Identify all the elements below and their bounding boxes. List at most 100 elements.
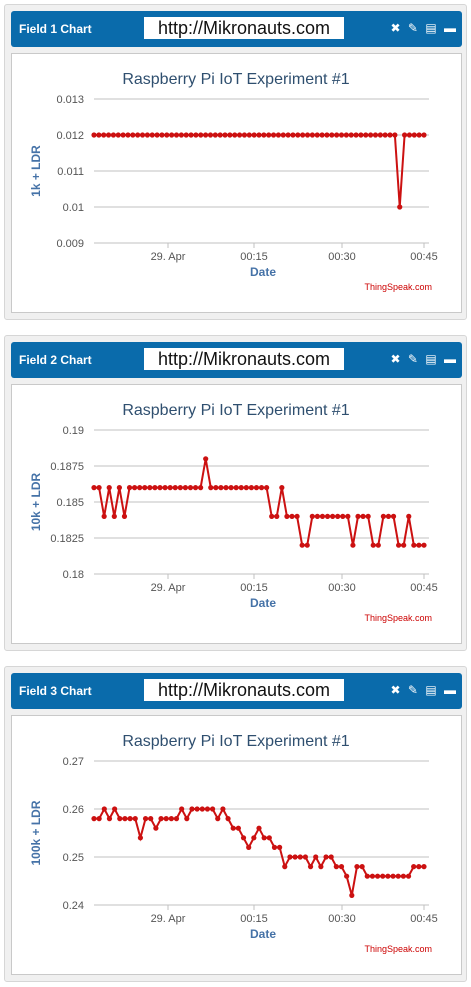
data-point bbox=[132, 816, 138, 822]
data-point bbox=[284, 513, 290, 519]
x-tick-label: 00:45 bbox=[410, 913, 438, 925]
data-point bbox=[274, 513, 280, 519]
data-point bbox=[358, 132, 364, 138]
minimize-icon[interactable]: ▬ bbox=[444, 21, 456, 35]
data-point bbox=[164, 132, 170, 138]
data-point bbox=[227, 132, 233, 138]
data-point bbox=[189, 806, 195, 812]
data-point bbox=[106, 485, 112, 491]
edit-icon[interactable]: ✎ bbox=[407, 21, 418, 35]
close-icon[interactable]: ✖ bbox=[390, 352, 401, 366]
close-icon[interactable]: ✖ bbox=[390, 21, 401, 35]
comment-icon[interactable]: ▤ bbox=[425, 683, 437, 697]
data-point bbox=[192, 485, 199, 491]
data-point bbox=[199, 806, 205, 812]
data-point bbox=[215, 816, 221, 822]
x-tick-label: 00:45 bbox=[410, 251, 438, 263]
data-point bbox=[163, 816, 169, 822]
data-point bbox=[179, 806, 185, 812]
data-point bbox=[223, 485, 229, 491]
chart-widget: Field 2 Chart http://Mikronauts.com ✖ ✎ … bbox=[4, 335, 467, 651]
data-point bbox=[400, 873, 406, 879]
y-tick-label: 0.24 bbox=[63, 900, 84, 912]
data-point bbox=[406, 132, 413, 138]
data-point bbox=[405, 873, 412, 879]
data-point bbox=[137, 485, 143, 491]
data-point bbox=[290, 132, 296, 138]
data-point bbox=[334, 132, 340, 138]
data-point bbox=[287, 854, 293, 860]
minimize-icon[interactable]: ▬ bbox=[444, 683, 456, 697]
data-point bbox=[125, 132, 131, 138]
y-axis-label: 100k + LDR bbox=[29, 800, 43, 865]
data-point bbox=[343, 132, 349, 138]
data-point bbox=[368, 132, 374, 138]
x-tick-label: 00:30 bbox=[328, 582, 356, 594]
data-point bbox=[233, 485, 239, 491]
y-tick-label: 0.19 bbox=[63, 425, 84, 437]
close-icon[interactable]: ✖ bbox=[390, 683, 401, 697]
minimize-icon[interactable]: ▬ bbox=[444, 352, 456, 366]
data-point bbox=[144, 132, 150, 138]
y-axis-label: 10k + LDR bbox=[29, 472, 43, 531]
data-point bbox=[198, 485, 204, 491]
data-point bbox=[323, 854, 329, 860]
y-tick-label: 0.012 bbox=[56, 130, 84, 142]
data-point bbox=[324, 513, 331, 519]
y-tick-label: 0.26 bbox=[63, 804, 84, 816]
data-point bbox=[193, 132, 199, 138]
data-point bbox=[363, 132, 369, 138]
data-point bbox=[370, 542, 376, 548]
data-point bbox=[411, 132, 417, 138]
data-point bbox=[395, 873, 401, 879]
y-tick-label: 0.27 bbox=[63, 756, 84, 768]
data-point bbox=[91, 816, 97, 822]
data-point bbox=[401, 132, 408, 138]
data-point bbox=[91, 132, 97, 138]
data-point bbox=[275, 132, 282, 138]
data-point bbox=[302, 854, 309, 860]
data-point bbox=[178, 132, 184, 138]
data-point bbox=[120, 132, 126, 138]
data-point bbox=[369, 873, 376, 879]
data-point bbox=[269, 513, 275, 519]
y-tick-label: 0.011 bbox=[57, 166, 84, 178]
data-point bbox=[158, 816, 164, 822]
edit-icon[interactable]: ✎ bbox=[407, 683, 418, 697]
data-point bbox=[153, 825, 159, 831]
data-point bbox=[261, 132, 267, 138]
comment-icon[interactable]: ▤ bbox=[425, 21, 437, 35]
y-axis-label: 1k + LDR bbox=[29, 145, 43, 197]
data-point bbox=[294, 513, 300, 519]
data-point bbox=[372, 132, 379, 138]
data-point bbox=[220, 806, 226, 812]
data-point bbox=[416, 132, 422, 138]
data-point bbox=[348, 132, 354, 138]
data-point bbox=[96, 816, 102, 822]
data-point bbox=[295, 132, 301, 138]
x-tick-label: 00:15 bbox=[240, 582, 268, 594]
data-point bbox=[309, 513, 315, 519]
data-point bbox=[390, 873, 396, 879]
data-point bbox=[261, 835, 267, 841]
widget-title: Field 3 Chart bbox=[19, 684, 92, 698]
data-point bbox=[240, 835, 247, 841]
data-point bbox=[401, 542, 407, 548]
data-point bbox=[167, 485, 173, 491]
data-point bbox=[364, 873, 370, 879]
comment-icon[interactable]: ▤ bbox=[425, 352, 437, 366]
chart-svg: Raspberry Pi IoT Experiment #10.0130.012… bbox=[29, 71, 438, 292]
data-point bbox=[285, 132, 291, 138]
data-point bbox=[266, 132, 272, 138]
data-point bbox=[258, 485, 265, 491]
y-tick-label: 0.009 bbox=[56, 238, 84, 250]
chart-widget: Field 3 Chart http://Mikronauts.com ✖ ✎ … bbox=[4, 666, 467, 982]
data-point bbox=[256, 825, 262, 831]
data-point bbox=[204, 806, 211, 812]
data-point bbox=[122, 816, 128, 822]
data-point bbox=[182, 485, 188, 491]
data-point bbox=[421, 132, 427, 138]
data-point bbox=[110, 132, 117, 138]
data-point bbox=[130, 132, 136, 138]
edit-icon[interactable]: ✎ bbox=[407, 352, 418, 366]
